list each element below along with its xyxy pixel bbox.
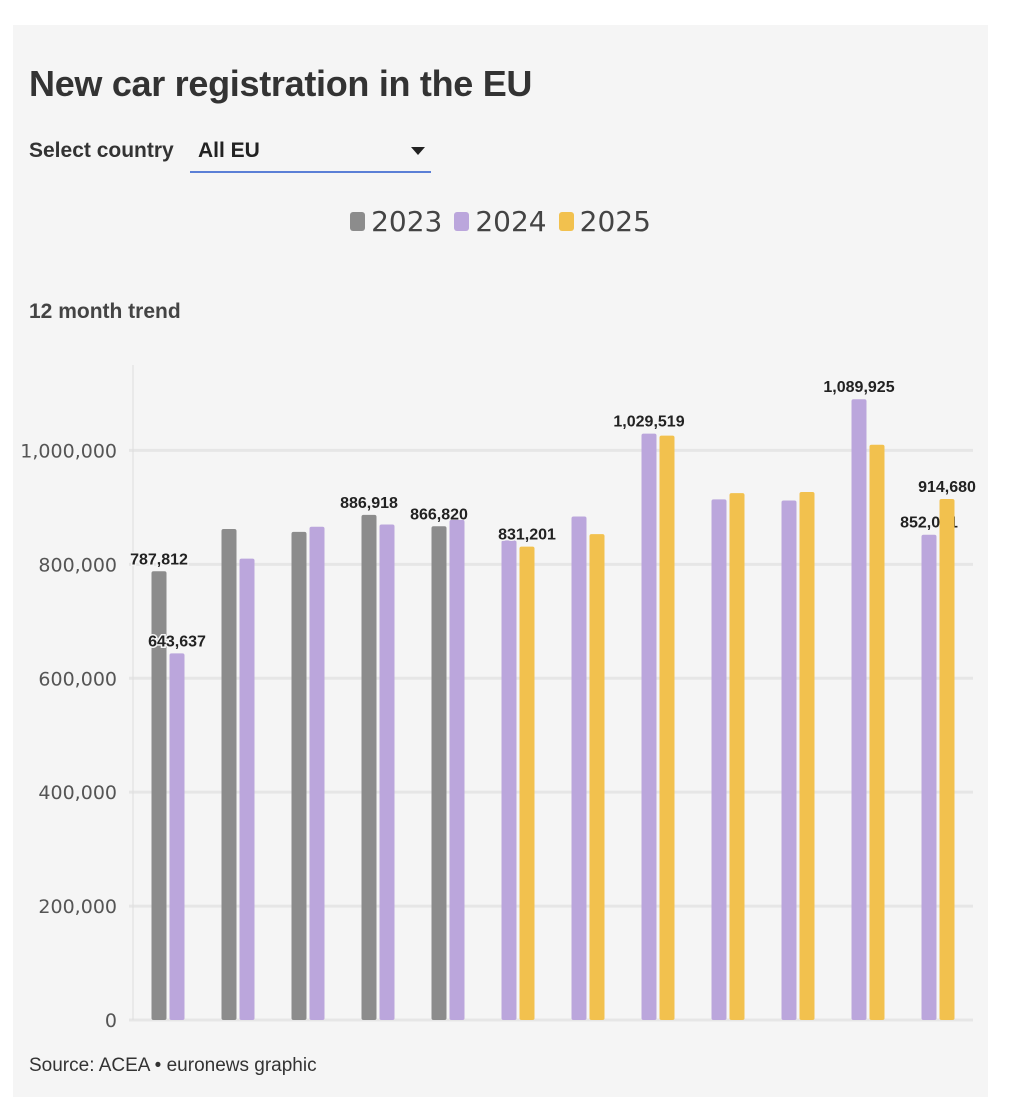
y-tick-label: 200,000 (38, 896, 117, 918)
country-select[interactable]: All EU (190, 133, 431, 173)
y-tick-label: 600,000 (38, 668, 117, 690)
bar-2024-jul (921, 534, 937, 1020)
data-label-2023-nov: 886,918 (340, 495, 398, 512)
bar-2025-mar (659, 435, 675, 1020)
select-country-label: Select country (29, 139, 174, 162)
bar-2024-sep (239, 558, 255, 1020)
bar-2025-jul (939, 499, 955, 1020)
legend-swatch-2024 (454, 212, 470, 231)
x-tick-label-dec: Dec (430, 1034, 467, 1035)
legend-item-2023[interactable]: 2023 (350, 205, 442, 238)
bar-2024-jan (501, 540, 517, 1020)
country-select-value: All EU (198, 139, 260, 162)
bar-2025-jan (519, 546, 535, 1020)
bar-2024-feb (571, 516, 587, 1020)
bar-2023-dec (431, 526, 447, 1020)
source-note: Source: ACEA • euronews graphic (29, 1055, 317, 1076)
bar-2025-may (799, 492, 815, 1020)
bar-2025-apr (729, 493, 745, 1020)
bar-2025-feb (589, 534, 605, 1020)
data-label-2025-jan: 831,201 (498, 527, 556, 544)
x-tick-label-oct: Oct (292, 1034, 325, 1035)
bar-2023-sep (221, 529, 237, 1020)
bar-2023-oct (291, 531, 307, 1020)
legend-item-2025[interactable]: 2025 (558, 205, 651, 238)
data-label-2024-aug: 643,637 (148, 633, 206, 650)
bar-2024-aug (169, 653, 185, 1020)
x-tick-label-jan: Jan (502, 1034, 532, 1035)
y-tick-label: 400,000 (38, 782, 117, 804)
legend: 2023 2024 2025 (13, 205, 988, 238)
y-tick-label: 800,000 (38, 554, 117, 576)
x-tick-label-jun: Jun (852, 1034, 883, 1035)
bar-2024-nov (379, 524, 395, 1020)
x-tick-label-may: May (778, 1034, 817, 1035)
x-tick-label-nov: Nov (359, 1034, 396, 1035)
data-label-2024-jun: 1,089,925 (823, 379, 894, 396)
data-label-2024-mar: 1,029,519 (613, 414, 684, 431)
legend-label-2025: 2025 (579, 205, 651, 238)
page-title: New car registration in the EU (29, 63, 533, 104)
bar-2024-apr (711, 499, 727, 1021)
x-tick-label-mar: Mar (640, 1034, 676, 1035)
chart-subtitle: 12 month trend (29, 300, 181, 323)
data-label-2023-aug: 787,812 (130, 551, 188, 568)
data-label-2023-dec: 866,820 (410, 506, 468, 523)
bar-2025-jun (869, 444, 885, 1020)
data-label-2025-jul: 914,680 (918, 479, 976, 496)
chevron-down-icon (411, 147, 425, 155)
bar-2024-oct (309, 526, 325, 1020)
legend-item-2024[interactable]: 2024 (454, 205, 547, 238)
legend-swatch-2023 (350, 212, 366, 231)
bar-2024-mar (641, 433, 657, 1020)
bar-2023-aug (151, 571, 167, 1020)
chart-card: New car registration in the EU Select co… (13, 25, 988, 1097)
bar-2024-dec (449, 519, 465, 1020)
legend-label-2024: 2024 (475, 205, 547, 238)
x-tick-label-feb: Feb (571, 1034, 605, 1035)
legend-label-2023: 2023 (371, 205, 443, 238)
bar-2024-may (781, 500, 797, 1020)
bar-2024-jun (851, 399, 867, 1020)
x-tick-label-aug: Aug (149, 1034, 186, 1035)
x-tick-label-apr: Apr (712, 1034, 745, 1035)
x-tick-label-sep: Sep (220, 1034, 256, 1035)
y-tick-label: 1,000,000 (20, 440, 117, 462)
x-tick-label-jul: Jul (926, 1034, 950, 1035)
bar-chart: 0 200,000 400,000 600,000 800,000 1,000,000 Au… (20, 365, 978, 1035)
legend-swatch-2025 (558, 212, 574, 231)
y-tick-label: 0 (105, 1010, 117, 1032)
bar-2023-nov (361, 514, 377, 1020)
